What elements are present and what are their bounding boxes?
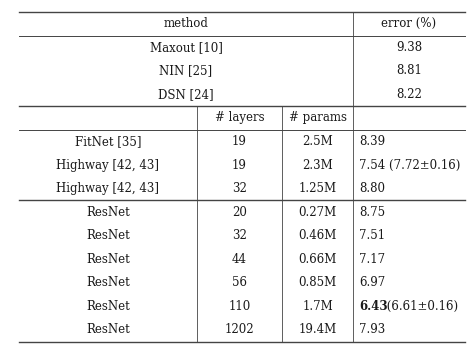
- Text: 8.39: 8.39: [359, 135, 385, 148]
- Text: DSN [24]: DSN [24]: [158, 88, 214, 101]
- Text: 2.5M: 2.5M: [302, 135, 333, 148]
- Text: 32: 32: [232, 229, 247, 242]
- Text: Highway [42, 43]: Highway [42, 43]: [56, 158, 159, 172]
- Text: Highway [42, 43]: Highway [42, 43]: [56, 182, 159, 195]
- Text: method: method: [164, 17, 209, 30]
- Text: 1202: 1202: [225, 323, 254, 336]
- Text: 19.4M: 19.4M: [299, 323, 337, 336]
- Text: ResNet: ResNet: [86, 300, 130, 313]
- Text: 1.25M: 1.25M: [299, 182, 337, 195]
- Text: 0.27M: 0.27M: [299, 206, 337, 219]
- Text: ResNet: ResNet: [86, 206, 130, 219]
- Text: 6.97: 6.97: [359, 276, 385, 289]
- Text: 7.51: 7.51: [359, 229, 385, 242]
- Text: 7.17: 7.17: [359, 253, 385, 266]
- Text: 8.22: 8.22: [396, 88, 422, 101]
- Text: 32: 32: [232, 182, 247, 195]
- Text: 19: 19: [232, 135, 247, 148]
- Text: 8.81: 8.81: [396, 64, 422, 78]
- Text: Maxout [10]: Maxout [10]: [150, 41, 222, 54]
- Text: 0.66M: 0.66M: [299, 253, 337, 266]
- Text: 8.80: 8.80: [359, 182, 385, 195]
- Text: # params: # params: [289, 111, 346, 125]
- Text: ResNet: ResNet: [86, 253, 130, 266]
- Text: ResNet: ResNet: [86, 229, 130, 242]
- Text: 110: 110: [228, 300, 250, 313]
- Text: 7.93: 7.93: [359, 323, 385, 336]
- Text: ResNet: ResNet: [86, 276, 130, 289]
- Text: (6.61±0.16): (6.61±0.16): [383, 300, 458, 313]
- Text: error (%): error (%): [381, 17, 437, 30]
- Text: ResNet: ResNet: [86, 323, 130, 336]
- Text: 0.85M: 0.85M: [299, 276, 337, 289]
- Text: 8.75: 8.75: [359, 206, 385, 219]
- Text: 20: 20: [232, 206, 247, 219]
- Text: 6.43: 6.43: [359, 300, 387, 313]
- Text: 19: 19: [232, 158, 247, 172]
- Text: FitNet [35]: FitNet [35]: [74, 135, 141, 148]
- Text: 56: 56: [232, 276, 247, 289]
- Text: 0.46M: 0.46M: [299, 229, 337, 242]
- Text: 9.38: 9.38: [396, 41, 422, 54]
- Text: 2.3M: 2.3M: [302, 158, 333, 172]
- Text: # layers: # layers: [215, 111, 264, 125]
- Text: NIN [25]: NIN [25]: [159, 64, 213, 78]
- Text: 7.54 (7.72±0.16): 7.54 (7.72±0.16): [359, 158, 460, 172]
- Text: 1.7M: 1.7M: [302, 300, 333, 313]
- Text: 44: 44: [232, 253, 247, 266]
